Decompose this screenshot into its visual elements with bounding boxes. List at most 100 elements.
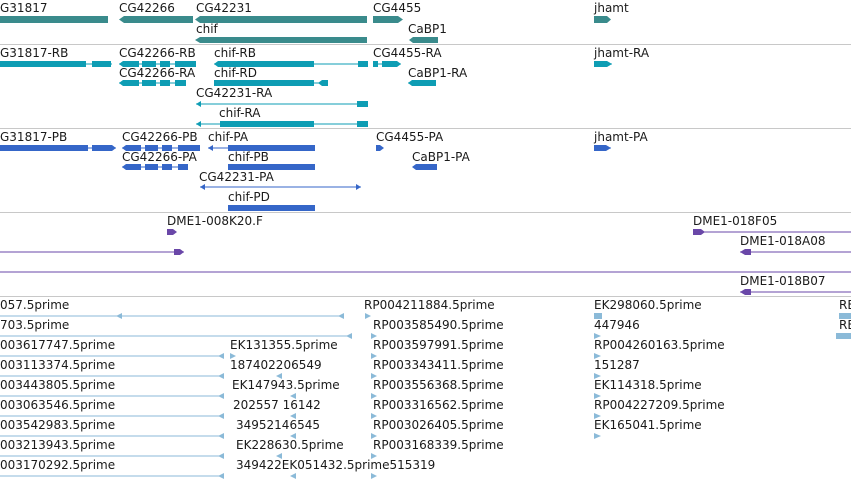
est-feature[interactable] [276,453,282,459]
est-feature[interactable] [371,373,377,379]
transcript-label: jhamt-PA [594,130,648,144]
est-label: 003170292.5prime [0,458,116,472]
gene-chif[interactable] [195,37,367,43]
gene-jhamt[interactable] [594,16,611,23]
est-label: 151287 [594,358,640,372]
est-track: 057.5prime RP004211884.5prime EK298060.5… [0,297,851,481]
transcript-cg42231-ra[interactable] [196,101,368,107]
est-feature[interactable] [594,313,602,319]
transcript-g31817-pb[interactable] [0,145,116,151]
est-feature[interactable] [594,373,601,379]
est-label: 703.5prime [0,318,70,332]
transcript-cabp1-pa[interactable] [412,164,437,170]
est-label: EK165041.5prime [594,418,702,432]
est-feature[interactable] [594,413,601,419]
est-feature[interactable] [0,413,224,419]
est-feature[interactable] [0,373,224,379]
gene-cg4455[interactable] [373,16,403,23]
est-feature[interactable] [371,453,377,459]
est-feature[interactable] [839,313,851,319]
est-label: 003213943.5prime [0,438,116,452]
gene-cg42231[interactable] [195,16,367,23]
transcript-label: CG4455-PA [376,130,444,144]
est-label: 003063546.5prime [0,398,116,412]
est-feature[interactable] [594,353,601,359]
est-feature[interactable] [371,413,377,419]
clone-dme1-018b07[interactable] [740,289,851,295]
est-feature[interactable] [290,473,296,479]
est-feature[interactable] [0,473,224,479]
clone-dme1-008k20-f[interactable] [167,229,177,235]
transcript-cg42266-rb[interactable] [119,61,196,67]
transcript-cg4455-pa[interactable] [376,145,384,151]
flybase-transcript-track: G31817-RB CG42266-RB chif-RB CG4455-RA j… [0,45,851,128]
est-label: 34952146545 [236,418,320,432]
est-label: RP003026405.5prime [373,418,504,432]
est-feature[interactable] [0,453,224,459]
clone-glyphs [0,229,851,295]
est-feature[interactable] [594,333,601,339]
transcript-cg42266-pa[interactable] [122,164,188,170]
transcript-cg42231-pa[interactable] [200,184,361,190]
est-label: RP004260163.5prime [594,338,725,352]
est-feature[interactable] [290,393,296,399]
est-feature[interactable] [230,353,236,359]
transcript-chif-ra[interactable] [196,121,368,127]
clone-track: DME1-008K20.F DME1-018F05 DME1-018A08 DM… [0,213,851,296]
transcript-label: chif-RD [214,66,258,80]
est-feature[interactable] [0,433,224,439]
est-feature[interactable] [836,333,851,339]
transcript-cg42266-pb[interactable] [122,145,200,151]
gene-cabp1[interactable] [409,37,438,43]
est-feature[interactable] [371,333,377,339]
transcript-label: chif-PD [228,190,270,204]
est-label: 202557 16142 [233,398,321,412]
transcript-g31817-rb[interactable] [0,61,112,67]
transcript-chif-rd[interactable] [214,80,328,86]
est-feature[interactable] [0,353,224,359]
est-label: RP003168339.5prime [373,438,504,452]
est-label: RP003597991.5prime [373,338,504,352]
est-feature[interactable] [371,473,377,479]
transcript-chif-pd[interactable] [228,205,315,211]
transcript-cg4455-ra[interactable] [373,61,401,67]
transcript-chif-pb[interactable] [228,164,315,170]
transcript-chif-rb[interactable] [214,61,368,67]
transcript-label: CG4455-RA [373,46,442,60]
transcript-label: CG42231-PA [199,170,274,184]
est-feature[interactable] [276,373,282,379]
gene-g31817[interactable] [0,16,108,23]
est-label: RP003556368.5prime [373,378,504,392]
clone-label: DME1-008K20.F [167,214,263,228]
transcript-jhamt-pa[interactable] [594,145,611,151]
clone-dme1-008k20-r[interactable] [0,249,184,255]
est-feature[interactable] [594,393,601,399]
est-feature[interactable] [371,393,377,399]
est-label: 187402206549 [230,358,322,372]
gene-label: chif [196,22,218,36]
est-label: RP004211884.5prime [364,298,495,312]
clone-dme1-018f05[interactable] [693,229,851,235]
gene-cg42266[interactable] [119,16,193,23]
est-feature[interactable] [0,393,224,399]
est-label: RP003343411.5prime [373,358,504,372]
est-feature[interactable] [594,433,601,439]
transcript-label: chif-PB [228,150,269,164]
transcript-cabp1-ra[interactable] [408,80,436,86]
transcript-label: chif-RB [214,46,257,60]
est-feature[interactable] [290,433,296,439]
gene-track-glyphs [0,16,611,43]
est-feature[interactable] [371,433,377,439]
transcript-cg42266-ra[interactable] [119,80,186,86]
transcript-chif-pa[interactable] [208,145,315,151]
est-label: RP003316562.5prime [373,398,504,412]
est-feature[interactable] [371,353,377,359]
transcript-label: CG42266-RB [119,46,196,60]
transcript-jhamt-ra[interactable] [594,61,612,67]
est-feature[interactable] [290,413,296,419]
est-feature[interactable] [365,313,371,319]
est-feature[interactable] [0,333,352,339]
est-feature[interactable] [0,313,344,319]
clone-dme1-018a08[interactable] [740,249,851,255]
track-separator [0,212,851,213]
